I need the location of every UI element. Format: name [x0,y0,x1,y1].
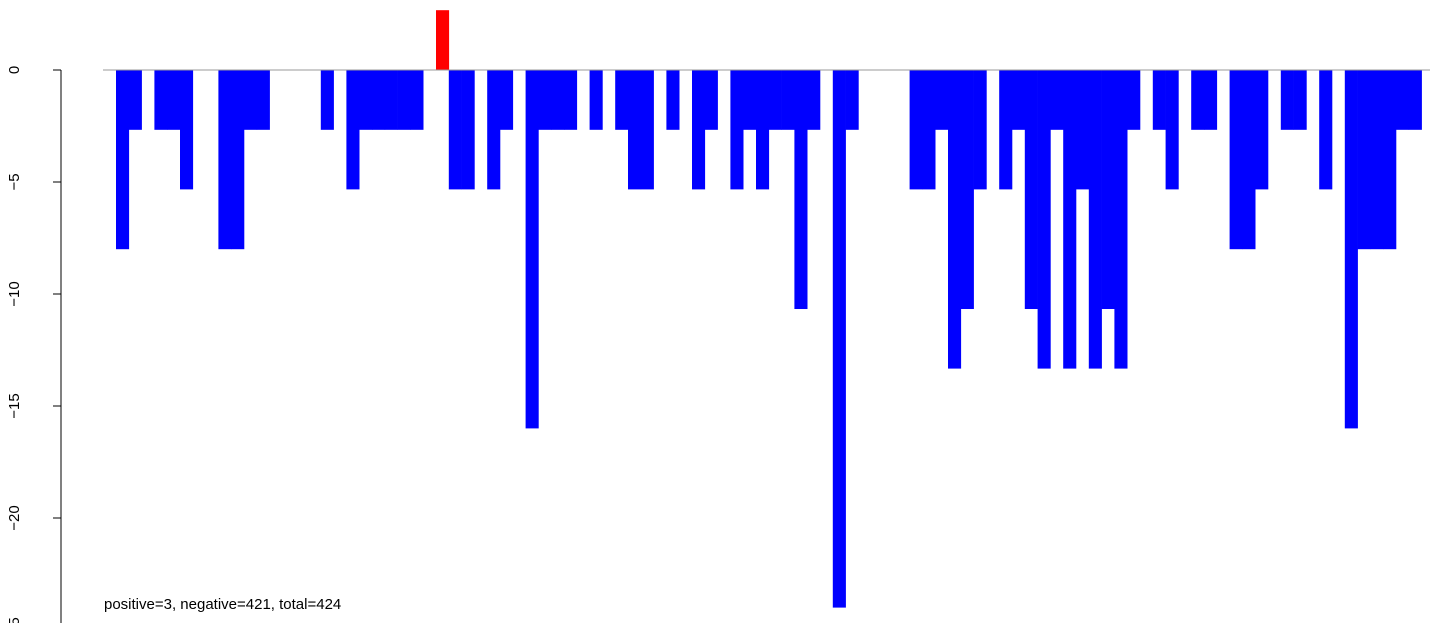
bar [845,70,859,130]
bar [116,70,130,250]
bar [743,70,757,130]
bar [346,70,360,190]
y-tick-label: −15 [6,393,23,418]
bar [628,70,642,190]
bar [1344,70,1358,429]
bar [666,70,680,130]
bar [128,70,142,130]
bar [909,70,923,190]
bar [948,70,962,369]
bar [231,70,245,250]
bar [960,70,974,310]
y-tick-label: −20 [6,505,23,530]
bar [1088,70,1102,369]
bar [1370,70,1384,250]
bar [615,70,629,130]
bar [589,70,603,130]
bar [1408,70,1422,130]
y-tick-label: −5 [6,173,23,190]
bar [436,10,450,71]
bar [218,70,232,250]
bar [1293,70,1307,130]
bar [1165,70,1179,190]
bar [410,70,424,130]
bar [1037,70,1051,369]
bar [180,70,194,190]
bar [768,70,782,130]
bar [320,70,334,130]
bar [1101,70,1115,310]
bar [564,70,578,130]
bar [372,70,386,130]
bar [794,70,808,310]
bar [922,70,936,190]
bar [1319,70,1333,190]
bar [1076,70,1090,190]
bar [704,70,718,130]
bar [244,70,258,130]
bar [999,70,1013,190]
bar [730,70,744,190]
y-tick-label: −25 [6,617,23,623]
bar [487,70,501,190]
bar [1024,70,1038,310]
bar [756,70,770,190]
bar [538,70,552,130]
bar [1191,70,1205,130]
bar [1050,70,1064,130]
bar [1280,70,1294,130]
bar [1152,70,1166,130]
bars-group [116,10,1422,608]
bar [256,70,270,130]
bar [832,70,846,608]
bar [1255,70,1269,190]
bar [1242,70,1256,250]
bar [781,70,795,130]
bar [384,70,398,130]
bar [1229,70,1243,250]
bar [461,70,475,190]
bar [1396,70,1410,130]
y-tick-label: 0 [6,66,23,74]
bar [1063,70,1077,369]
bar [1127,70,1141,130]
bar [500,70,514,130]
bar [807,70,821,130]
bar [154,70,168,130]
bar [167,70,181,130]
bar [551,70,565,130]
bar [692,70,706,190]
bar [1204,70,1218,130]
bar [640,70,654,190]
bar [935,70,949,130]
bar [525,70,539,429]
y-tick-label: −10 [6,281,23,306]
count-annotation: positive=3, negative=421, total=424 [104,596,341,613]
y-axis: 0 −5 −10 −15 −20 −25 [6,66,62,623]
bar [359,70,373,130]
bar [1012,70,1026,130]
bar [1114,70,1128,369]
bar [973,70,987,190]
bar [397,70,411,130]
bar [1357,70,1371,250]
bar [1383,70,1397,250]
bar [448,70,462,190]
